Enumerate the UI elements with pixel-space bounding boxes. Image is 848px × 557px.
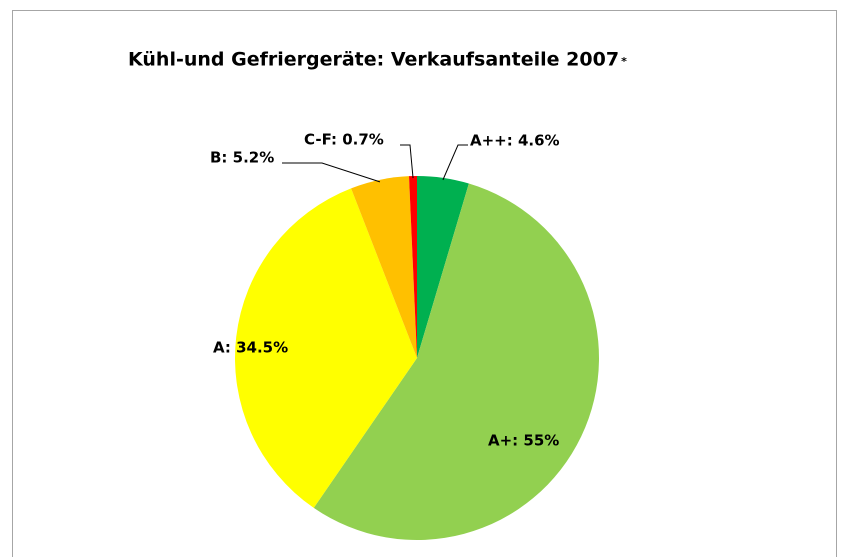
data-label: A: 34.5%: [213, 339, 288, 357]
leader-line: [442, 144, 468, 181]
data-label: C-F: 0.7%: [304, 131, 384, 149]
title-mark: *: [621, 55, 627, 68]
leader-line: [282, 162, 381, 183]
pie-slice: [408, 176, 417, 358]
pie-slice: [313, 183, 600, 540]
leader-line: [400, 144, 414, 179]
pie-slice: [351, 176, 417, 358]
data-label: A++: 4.6%: [470, 132, 560, 150]
pie-slice: [417, 176, 469, 358]
data-label: B: 5.2%: [210, 149, 274, 167]
data-label: A+: 55%: [488, 432, 559, 450]
pie-slice: [234, 188, 417, 508]
chart-title: Kühl-und Gefriergeräte: Verkaufsanteile …: [128, 49, 619, 71]
